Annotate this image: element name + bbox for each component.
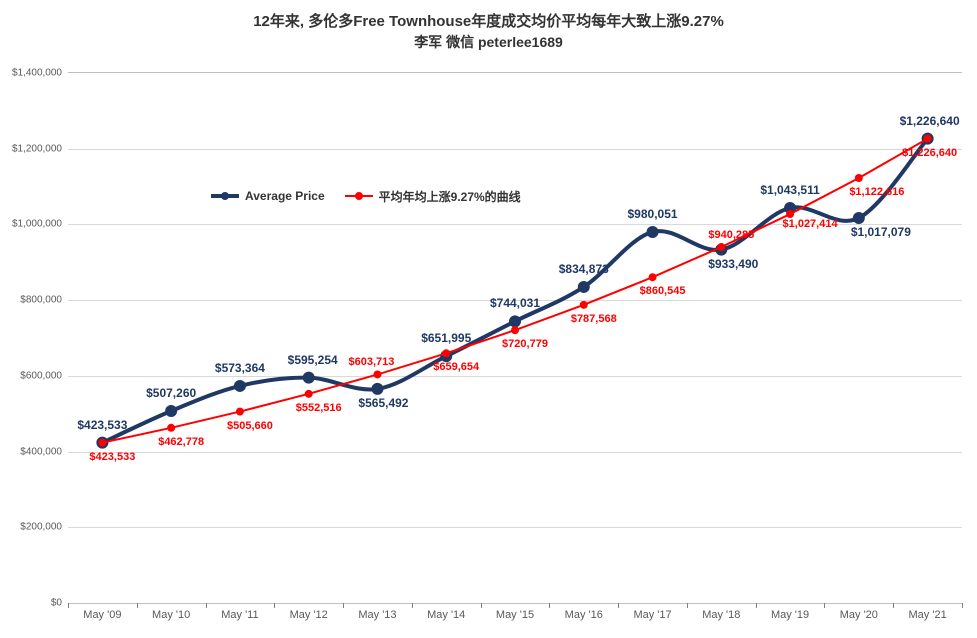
x-axis-label: May '13 (358, 609, 396, 621)
x-tick (481, 603, 482, 608)
x-axis-label: May '21 (909, 609, 947, 621)
data-label: $933,490 (708, 257, 758, 271)
x-axis-label: May '11 (221, 609, 258, 621)
series-marker (98, 439, 106, 447)
series-marker (924, 135, 932, 143)
data-label: $603,713 (349, 356, 395, 368)
x-axis-label: May '12 (290, 609, 328, 621)
data-label: $573,364 (215, 361, 265, 375)
x-tick (549, 603, 550, 608)
series-marker (853, 212, 865, 224)
data-label: $834,873 (559, 262, 609, 276)
x-axis-label: May '16 (565, 609, 603, 621)
data-label: $595,254 (288, 353, 338, 367)
series-marker (580, 301, 588, 309)
x-tick (756, 603, 757, 608)
data-label: $505,660 (227, 420, 273, 432)
x-axis-label: May '19 (771, 609, 809, 621)
series-marker (442, 349, 450, 357)
series-marker (165, 405, 177, 417)
data-label: $940,285 (708, 229, 754, 241)
series-marker (511, 326, 519, 334)
series-marker (371, 383, 383, 395)
series-marker (855, 174, 863, 182)
x-tick (343, 603, 344, 608)
data-label: $860,545 (640, 285, 686, 297)
x-axis-label: May '17 (633, 609, 671, 621)
y-axis-label: $0 (51, 598, 62, 609)
x-tick (824, 603, 825, 608)
x-axis-label: May '20 (840, 609, 878, 621)
x-axis-label: May '15 (496, 609, 534, 621)
x-tick (68, 603, 69, 608)
legend: Average Price 平均年均上涨9.27%的曲线 (211, 188, 521, 205)
data-label: $980,051 (628, 207, 678, 221)
legend-swatch (211, 194, 239, 198)
data-label: $1,017,079 (851, 225, 911, 239)
series-marker (303, 372, 315, 384)
series-marker (236, 408, 244, 416)
data-label: $1,043,511 (760, 183, 819, 197)
series-marker (717, 243, 725, 251)
x-axis-label: May '10 (152, 609, 190, 621)
data-label: $659,654 (433, 361, 479, 373)
data-label: $462,778 (158, 436, 204, 448)
y-axis-label: $600,000 (20, 370, 62, 381)
x-tick (893, 603, 894, 608)
legend-item: 平均年均上涨9.27%的曲线 (345, 188, 521, 205)
chart-title-line2: 李军 微信 peterlee1689 (0, 32, 977, 52)
y-axis-label: $1,000,000 (12, 219, 62, 230)
data-label: $787,568 (571, 313, 617, 325)
data-label: $552,516 (296, 402, 342, 414)
series-marker (647, 226, 659, 238)
data-label: $651,995 (421, 331, 471, 345)
data-label: $1,027,414 (783, 218, 838, 230)
x-tick (206, 603, 207, 608)
x-tick (687, 603, 688, 608)
data-label: $1,226,640 (902, 147, 957, 159)
x-tick (618, 603, 619, 608)
x-axis-label: May '14 (427, 609, 465, 621)
data-label: $507,260 (146, 386, 196, 400)
y-axis-label: $200,000 (20, 522, 62, 533)
chart-container: 12年来, 多伦多Free Townhouse年度成交均价平均每年大致上涨9.2… (0, 0, 977, 638)
data-label: $744,031 (490, 296, 540, 310)
data-label: $720,779 (502, 338, 548, 350)
y-axis-label: $1,400,000 (12, 68, 62, 79)
x-tick (412, 603, 413, 608)
series-marker (509, 315, 521, 327)
x-axis-label: May '09 (83, 609, 121, 621)
x-tick (274, 603, 275, 608)
y-axis-label: $800,000 (20, 295, 62, 306)
legend-item: Average Price (211, 189, 325, 203)
series-marker (578, 281, 590, 293)
legend-label: Average Price (245, 189, 325, 203)
series-marker (305, 390, 313, 398)
series-marker (649, 273, 657, 281)
series-marker (167, 424, 175, 432)
data-label: $423,533 (77, 418, 127, 432)
data-label: $1,226,640 (900, 114, 960, 128)
legend-label: 平均年均上涨9.27%的曲线 (379, 188, 521, 205)
plot-area: $0$200,000$400,000$600,000$800,000$1,000… (68, 72, 962, 604)
x-tick (137, 603, 138, 608)
x-axis-label: May '18 (702, 609, 740, 621)
y-axis-label: $1,200,000 (12, 143, 62, 154)
series-marker (373, 370, 381, 378)
x-tick (962, 603, 963, 608)
chart-title-line1: 12年来, 多伦多Free Townhouse年度成交均价平均每年大致上涨9.2… (0, 10, 977, 31)
legend-swatch (345, 195, 373, 197)
series-marker (786, 210, 794, 218)
data-label: $1,122,616 (849, 186, 904, 198)
y-axis-label: $400,000 (20, 446, 62, 457)
data-label: $565,492 (358, 396, 408, 410)
series-marker (234, 380, 246, 392)
data-label: $423,533 (89, 451, 135, 463)
